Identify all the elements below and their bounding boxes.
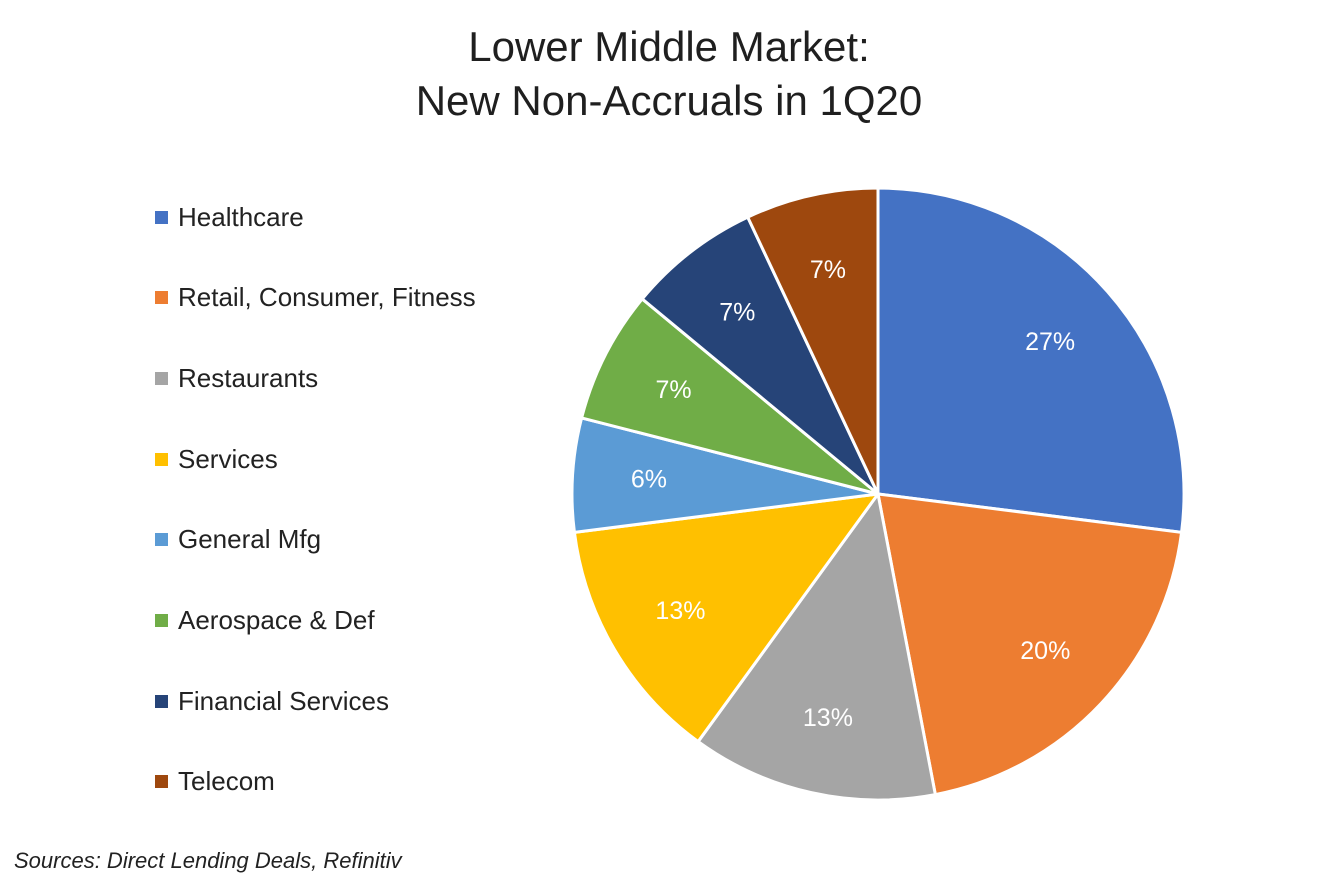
- legend-label: General Mfg: [178, 524, 322, 555]
- pie-slice-telecom: [746, 186, 880, 496]
- pie-slice-healthcare: [876, 186, 1186, 534]
- chart-title: Lower Middle Market: New Non-Accruals in…: [0, 20, 1338, 128]
- legend-label: Retail, Consumer, Fitness: [178, 282, 476, 313]
- chart-title-line-1: Lower Middle Market:: [468, 23, 870, 70]
- pie-chart: 27% 20% 13% 13% 6% 7% 7% 7%: [560, 176, 1200, 816]
- legend-label: Healthcare: [178, 201, 304, 232]
- pie-slice-label: 13%: [803, 704, 853, 732]
- pie-slice-label: 27%: [1025, 328, 1075, 356]
- legend-swatch: [155, 533, 168, 547]
- chart-title-line-2: New Non-Accruals in 1Q20: [415, 77, 923, 124]
- legend-swatch: [155, 775, 168, 789]
- pie-slice-services: [572, 492, 880, 744]
- legend-swatch: [155, 452, 168, 466]
- legend-swatch: [155, 291, 168, 305]
- legend-item: Aerospace & Def: [155, 601, 375, 641]
- legend-item: Financial Services: [155, 681, 389, 721]
- legend-label: Aerospace & Def: [178, 605, 375, 635]
- legend-item: Services: [155, 439, 278, 479]
- pie-slice-label: 7%: [719, 299, 755, 327]
- legend-item: Restaurants: [155, 358, 318, 398]
- legend-item: General Mfg: [155, 520, 321, 560]
- pie-slice-restaurants: [696, 492, 937, 802]
- legend-swatch: [155, 614, 168, 627]
- pie-slice-label: 6%: [631, 466, 667, 494]
- legend-swatch: [155, 371, 168, 385]
- pie-slice-aerospace-def: [580, 297, 880, 496]
- pie-slice-label: 13%: [655, 597, 705, 625]
- legend-item: Telecom: [155, 762, 275, 802]
- legend-label: Restaurants: [178, 362, 319, 393]
- pie-slice-retail-consumer-fitness: [876, 492, 1184, 797]
- legend-item: Retail, Consumer, Fitness: [155, 278, 476, 318]
- pie-svg: 27% 20% 13% 13% 6% 7% 7% 7%: [570, 186, 1186, 802]
- legend-swatch: [155, 694, 168, 708]
- legend-label: Services: [178, 443, 278, 474]
- legend-swatch: [155, 210, 168, 224]
- pie-slice-financial-services: [640, 215, 880, 496]
- source-note: Sources: Direct Lending Deals, Refinitiv: [14, 848, 402, 873]
- pie-slice-label: 7%: [810, 256, 846, 284]
- legend-label: Telecom: [178, 766, 275, 797]
- legend-item: Healthcare: [155, 197, 304, 237]
- legend-label: Financial Services: [178, 685, 389, 716]
- pie-slice-label: 20%: [1020, 637, 1070, 665]
- pie-slice-label: 7%: [655, 376, 691, 404]
